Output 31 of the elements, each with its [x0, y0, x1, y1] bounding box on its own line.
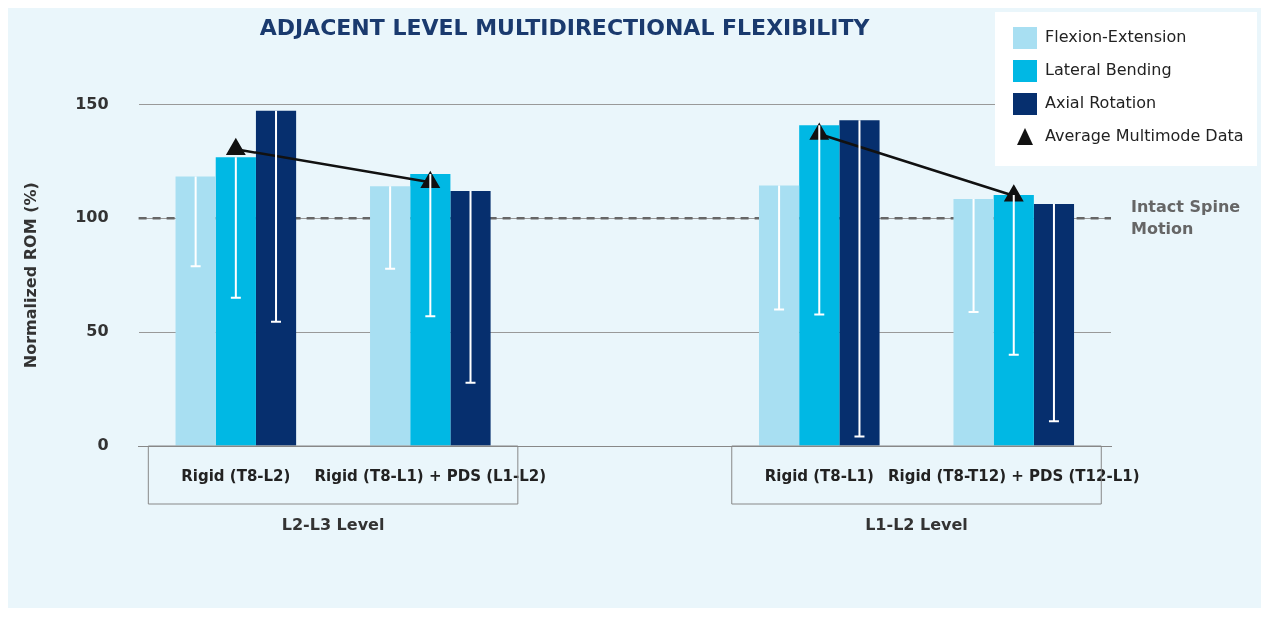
legend-label: Lateral Bending [1045, 60, 1172, 80]
bar [215, 157, 256, 446]
bar [1033, 203, 1075, 446]
y-tick-label: 150 [75, 93, 109, 113]
ref-line-label: Intact Spine Motion [1131, 197, 1241, 239]
x-tick-label: Rigid (T8-L2) [181, 466, 291, 485]
legend-label: Axial Rotation [1045, 93, 1157, 113]
bar [175, 176, 216, 446]
bar [255, 110, 297, 446]
x-tick-label: Rigid (T8-L1) [764, 466, 874, 485]
x-tick-label: Rigid (T8-L1) + PDS (L1-L2) [314, 466, 547, 485]
legend-label: Average Multimode Data [1045, 126, 1244, 146]
y-tick-label: 50 [86, 321, 109, 341]
point [226, 139, 245, 156]
y-tick-label: 0 [97, 435, 109, 455]
text: L2-L3 Level [281, 515, 385, 535]
legend-label: Flexion-Extension [1045, 27, 1187, 47]
bar [799, 125, 840, 446]
x-tick-label: Rigid (T8-T12) + PDS (T12-L1) [887, 466, 1140, 485]
bar [839, 120, 880, 446]
chart-title: ADJACENT LEVEL MULTIDIRECTIONAL FLEXIBILITY [259, 14, 871, 40]
bar [993, 195, 1034, 446]
bar [758, 185, 800, 446]
bar [370, 186, 411, 446]
y-tick-label: 100 [75, 207, 109, 227]
point [1004, 185, 1023, 202]
bar [450, 190, 491, 446]
bar [953, 198, 994, 446]
bar [410, 174, 451, 446]
text: L1-L2 Level [865, 515, 968, 535]
y-axis-title: Normalized ROM (%) [20, 182, 40, 369]
